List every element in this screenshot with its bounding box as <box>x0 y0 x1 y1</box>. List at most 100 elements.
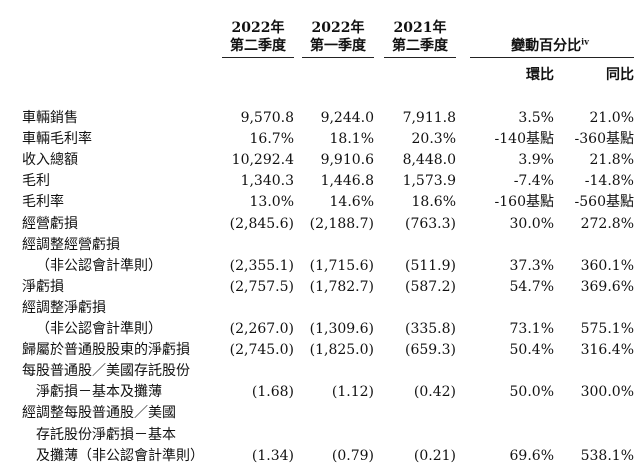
value-2021q2: 8,448.0 <box>402 152 456 169</box>
change-header-note: iv <box>581 36 589 47</box>
value-2022q1: 14.6% <box>329 194 374 211</box>
row-label: 車輛銷售 <box>22 110 78 126</box>
value-2022q2: 9,570.8 <box>240 110 294 126</box>
value-yoy: 575.1% <box>580 321 634 337</box>
col-header-3: 2021年 第二季度 <box>384 19 456 55</box>
value-2022q2: 16.7% <box>249 131 294 148</box>
value-qoq: 69.6% <box>509 447 554 464</box>
change-header-title: 變動百分比 <box>511 38 582 54</box>
value-2021q2: (335.8) <box>404 321 456 337</box>
value-yoy: -560基點 <box>574 194 634 211</box>
row-label: 經調整每股普通股／美國 <box>22 405 176 422</box>
qoq-header: 環比 <box>526 67 554 83</box>
col-header-1-quarter: 第二季度 <box>230 38 286 54</box>
value-yoy: 272.8% <box>580 215 634 232</box>
row-label: 毛利 <box>22 173 50 190</box>
value-yoy: 21.0% <box>589 110 634 126</box>
table-row: （非公認會計準則） (2,267.0) (1,309.6) (335.8) 73.1% 5… <box>0 318 641 340</box>
value-2022q1: 9,910.6 <box>320 152 374 169</box>
value-2021q2: 7,911.8 <box>402 110 456 126</box>
value-2022q2: (2,355.1) <box>229 257 294 274</box>
col-header-2: 2022年 第一季度 <box>302 19 374 55</box>
row-label: 淨虧損 <box>22 278 64 295</box>
row-label: 經調整淨虧損 <box>22 299 106 316</box>
value-qoq: 50.4% <box>509 342 554 359</box>
row-label: 經營虧損 <box>22 215 78 232</box>
value-2022q1: (1.12) <box>331 384 374 401</box>
row-label: 淨虧損－基本及攤薄 <box>36 384 162 401</box>
table-row: 收入總額 10,292.4 9,910.6 8,448.0 3.9% 21.8% <box>0 149 641 171</box>
value-2021q2: (0.42) <box>413 384 456 401</box>
row-label: （非公認會計準則） <box>36 321 162 337</box>
value-2022q2: (2,745.0) <box>229 342 294 359</box>
value-yoy: 360.1% <box>580 257 634 274</box>
value-yoy: 369.6% <box>580 278 634 295</box>
value-2022q2: (1.68) <box>251 384 294 401</box>
col-header-3-year: 2021年 <box>393 20 447 36</box>
value-qoq: 3.9% <box>518 152 554 169</box>
row-label: （非公認會計準則） <box>36 257 162 274</box>
table-row: 存託股份淨虧損－基本 <box>0 424 641 446</box>
change-header-underline <box>470 57 634 58</box>
value-2022q1: 1,446.8 <box>320 173 374 190</box>
value-yoy: 300.0% <box>580 384 634 401</box>
value-2021q2: (0.21) <box>413 447 456 464</box>
value-yoy: -14.8% <box>584 173 634 190</box>
row-label: 每股普通股／美國存託股份 <box>22 363 190 380</box>
value-2022q2: (2,845.6) <box>229 215 294 232</box>
col-header-3-underline <box>384 57 456 58</box>
row-label: 收入總額 <box>22 152 78 169</box>
col-header-3-quarter: 第二季度 <box>392 38 448 54</box>
row-label: 存託股份淨虧損－基本 <box>36 426 176 443</box>
value-2021q2: 18.6% <box>411 194 456 211</box>
value-qoq: 50.0% <box>509 384 554 401</box>
value-qoq: -160基點 <box>494 194 554 211</box>
col-header-2-year: 2022年 <box>311 20 365 36</box>
value-2022q1: (1,715.6) <box>309 257 374 274</box>
value-2022q1: (0.79) <box>331 447 374 464</box>
table-row: 歸屬於普通股股東的淨虧損 (2,745.0) (1,825.0) (659.3) 50.… <box>0 339 641 361</box>
value-2022q1: (1,782.7) <box>309 278 374 295</box>
value-2021q2: (659.3) <box>404 342 456 359</box>
value-2022q2: 13.0% <box>249 194 294 211</box>
yoy-header: 同比 <box>606 67 634 83</box>
value-qoq: 3.5% <box>518 110 554 126</box>
value-yoy: 538.1% <box>580 447 634 464</box>
value-2022q2: (1.34) <box>251 447 294 464</box>
row-label: 經調整經營虧損 <box>22 236 120 253</box>
row-label: 歸屬於普通股股東的淨虧損 <box>22 342 190 359</box>
col-header-2-underline <box>302 57 374 58</box>
col-header-2-quarter: 第一季度 <box>310 38 366 54</box>
value-2021q2: (587.2) <box>404 278 456 295</box>
value-2022q1: (1,309.6) <box>309 321 374 337</box>
value-2021q2: 20.3% <box>411 131 456 148</box>
row-label: 車輛毛利率 <box>22 131 92 148</box>
value-qoq: 54.7% <box>509 278 554 295</box>
value-2022q1: (2,188.7) <box>309 215 374 232</box>
col-header-1-underline <box>222 57 294 58</box>
value-2022q1: 18.1% <box>329 131 374 148</box>
table-row: 淨虧損 (2,757.5) (1,782.7) (587.2) 54.7% 369.6% <box>0 276 641 298</box>
value-2022q1: (1,825.0) <box>309 342 374 359</box>
value-2022q2: 1,340.3 <box>240 173 294 190</box>
table-row: （非公認會計準則） (2,355.1) (1,715.6) (511.9) 37.3% 3… <box>0 255 641 277</box>
table-row: 經調整每股普通股／美國 <box>0 402 641 424</box>
value-2022q2: (2,267.0) <box>229 321 294 337</box>
value-2022q1: 9,244.0 <box>320 110 374 126</box>
table-row: 及攤薄（非公認會計準則） (1.34) (0.79) (0.21) 69.6% 538.1… <box>0 445 641 467</box>
col-header-1-year: 2022年 <box>231 20 285 36</box>
change-header: 變動百分比iv <box>470 37 630 55</box>
value-qoq: -7.4% <box>513 173 554 190</box>
value-yoy: 316.4% <box>580 342 634 359</box>
value-qoq: 73.1% <box>509 321 554 337</box>
value-2022q2: (2,757.5) <box>229 278 294 295</box>
table-row: 淨虧損－基本及攤薄 (1.68) (1.12) (0.42) 50.0% 300.0% <box>0 381 641 403</box>
row-label: 毛利率 <box>22 194 64 211</box>
table-row: 經調整經營虧損 <box>0 234 641 256</box>
row-label: 及攤薄（非公認會計準則） <box>36 447 204 464</box>
value-qoq: -140基點 <box>494 131 554 148</box>
table-row: 毛利 1,340.3 1,446.8 1,573.9 -7.4% -14.8% <box>0 170 641 192</box>
value-2021q2: (763.3) <box>404 215 456 232</box>
value-yoy: 21.8% <box>589 152 634 169</box>
value-yoy: -360基點 <box>574 131 634 148</box>
